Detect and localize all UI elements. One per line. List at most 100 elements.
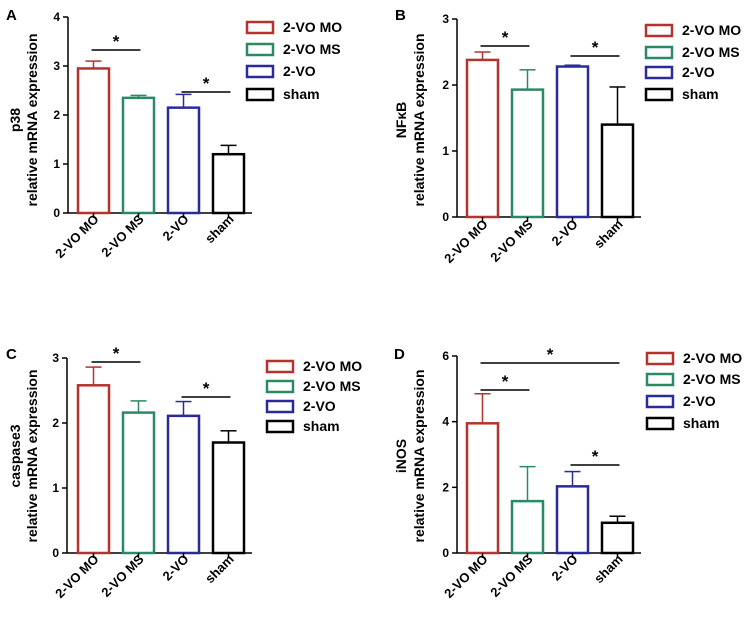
legend-swatch — [265, 399, 295, 414]
x-tick-label: 2-VO — [549, 552, 581, 584]
x-tick-label: 2-VO MO — [52, 552, 101, 601]
significance-marker: * — [502, 28, 509, 47]
y-axis-title: relative mRNA expression — [411, 370, 427, 543]
legend-swatch — [265, 419, 295, 434]
bar-sham — [211, 441, 246, 555]
legend-label: 2-VO — [683, 393, 716, 409]
x-tick-label: sham — [202, 212, 237, 247]
y-tick-label: 4 — [442, 415, 449, 429]
x-tick-label: sham — [591, 552, 626, 587]
bar-2-vo-ms — [510, 499, 545, 555]
significance-marker: * — [547, 345, 554, 364]
significance-marker: * — [592, 38, 599, 57]
legend-label: sham — [303, 418, 340, 434]
bar-2-vo-ms — [121, 96, 156, 215]
x-tick-label: 2-VO MS — [98, 211, 147, 260]
legend-label: 2-VO MS — [682, 44, 740, 60]
legend-swatch — [245, 42, 275, 57]
y-axis-title: iNOS — [393, 439, 409, 473]
bar-2-vo — [166, 414, 201, 555]
legend-swatch — [644, 65, 674, 80]
y-tick-label: 3 — [442, 12, 449, 26]
bar-2-vo-mo — [465, 422, 500, 555]
legend-label: 2-VO MO — [283, 19, 342, 35]
y-tick-label: 2 — [53, 108, 60, 122]
x-tick-label: 2-VO MS — [487, 551, 536, 600]
legend-label: 2-VO MS — [283, 41, 341, 57]
x-tick-label: 2-VO — [549, 217, 581, 249]
legend-label: sham — [283, 86, 320, 102]
y-tick-label: 1 — [52, 481, 59, 495]
significance-marker: * — [592, 447, 599, 466]
x-tick-label: 2-VO MS — [487, 216, 536, 265]
legend-label: 2-VO MS — [683, 371, 741, 387]
legend-swatch — [645, 394, 675, 409]
y-axis-title: NFκB — [393, 102, 409, 139]
legend-swatch — [645, 416, 675, 431]
bar-2-vo-mo — [76, 384, 111, 555]
legend-label: sham — [683, 415, 720, 431]
legend-swatch — [644, 45, 674, 60]
y-tick-label: 4 — [53, 10, 60, 24]
y-tick-label: 0 — [442, 546, 449, 560]
y-tick-label: 0 — [53, 206, 60, 220]
legend-label: 2-VO MS — [303, 378, 361, 394]
y-axis-title: relative mRNA expression — [24, 370, 40, 543]
legend-label: 2-VO MO — [683, 350, 742, 366]
y-axis-title: caspase3 — [7, 424, 23, 487]
y-tick-label: 2 — [442, 78, 449, 92]
legend-label: 2-VO — [283, 63, 316, 79]
bar-sham — [600, 123, 635, 219]
x-tick-label: 2-VO — [160, 212, 192, 244]
y-tick-label: 2 — [52, 416, 59, 430]
significance-marker: * — [113, 344, 120, 363]
y-tick-label: 1 — [53, 157, 60, 171]
legend-swatch — [645, 351, 675, 366]
bar-2-vo-ms — [121, 411, 156, 555]
y-tick-label: 3 — [52, 351, 59, 365]
significance-marker: * — [203, 379, 210, 398]
x-tick-label: sham — [591, 217, 626, 252]
y-tick-label: 1 — [442, 144, 449, 158]
y-axis-title: relative mRNA expression — [411, 34, 427, 207]
legend-swatch — [644, 87, 674, 102]
panel-letter: B — [395, 7, 406, 24]
y-axis-title: p38 — [7, 108, 23, 132]
significance-marker: * — [113, 32, 120, 51]
significance-marker: * — [203, 74, 210, 93]
legend-label: sham — [682, 86, 719, 102]
x-tick-label: 2-VO — [160, 552, 192, 584]
legend-label: 2-VO — [682, 64, 715, 80]
bar-2-vo-ms — [510, 88, 545, 219]
legend-swatch — [265, 359, 295, 374]
significance-marker: * — [502, 372, 509, 391]
legend-swatch — [645, 372, 675, 387]
bar-2-vo — [166, 106, 201, 215]
legend-label: 2-VO MO — [682, 22, 741, 38]
y-tick-label: 6 — [442, 349, 449, 363]
x-tick-label: 2-VO MS — [98, 551, 147, 600]
y-tick-label: 3 — [53, 59, 60, 73]
x-tick-label: sham — [202, 552, 237, 587]
y-tick-label: 2 — [442, 480, 449, 494]
legend-label: 2-VO — [303, 398, 336, 414]
legend-label: 2-VO MO — [303, 358, 362, 374]
panel-letter: A — [6, 7, 17, 24]
bar-sham — [211, 152, 246, 215]
bar-2-vo — [555, 65, 590, 219]
y-tick-label: 0 — [442, 210, 449, 224]
legend-swatch — [245, 64, 275, 79]
panel-letter: C — [6, 346, 17, 363]
legend-swatch — [644, 23, 674, 38]
bar-2-vo-mo — [76, 67, 111, 215]
legend-swatch — [245, 20, 275, 35]
legend-swatch — [245, 87, 275, 102]
panel-letter: D — [394, 346, 405, 363]
legend-swatch — [265, 379, 295, 394]
y-tick-label: 0 — [52, 546, 59, 560]
bar-2-vo-mo — [465, 58, 500, 219]
